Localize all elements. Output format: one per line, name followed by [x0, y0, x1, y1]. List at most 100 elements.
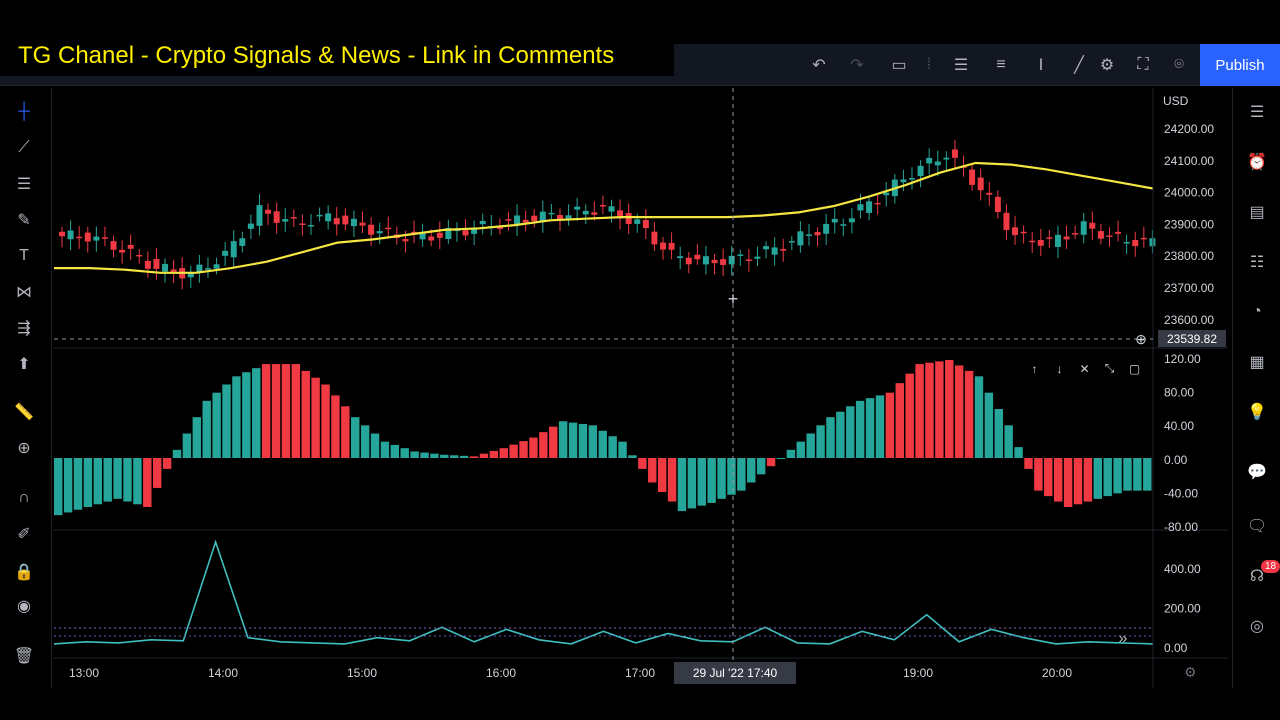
candle	[273, 202, 280, 234]
oscillator-bar	[905, 373, 914, 458]
candle	[333, 207, 340, 236]
magnet-icon[interactable]: ∩	[18, 489, 30, 506]
oscillator-bar	[994, 409, 1003, 458]
arrow-up-icon[interactable]: ⬆	[17, 356, 31, 373]
pattern-icon[interactable]: ⋈	[16, 284, 32, 301]
oscillator-bar	[321, 384, 330, 458]
oscillator-bar	[677, 458, 687, 512]
line-tool-icon[interactable]: ╱	[1074, 57, 1084, 74]
candle	[505, 211, 512, 231]
camera-icon[interactable]: ⌾	[1174, 56, 1184, 73]
undo-icon[interactable]: ↶	[812, 57, 826, 74]
close-pane-icon[interactable]: ✕	[1079, 361, 1090, 376]
oscillator-bar	[558, 421, 568, 458]
oscillator-bar	[737, 458, 746, 491]
candle	[582, 204, 589, 225]
candle	[900, 169, 907, 192]
ruler-icon[interactable]: 📏	[14, 404, 34, 421]
oscillator-bar	[509, 444, 518, 458]
forecast-icon[interactable]: ⇶	[17, 320, 31, 337]
candle	[1149, 230, 1156, 254]
oscillator-bar	[628, 455, 637, 458]
oscillator-bar	[450, 455, 459, 458]
oscillator-bar	[311, 377, 320, 458]
watchlist-icon[interactable]: ☰	[1249, 104, 1265, 121]
oscillator-bar	[420, 452, 429, 458]
candle	[170, 259, 177, 283]
candle	[1063, 225, 1070, 249]
oscillator-bar	[479, 453, 489, 458]
candle	[376, 222, 383, 244]
pane-controls: ↑ ↓ ✕ ⤡ ▢	[1026, 360, 1143, 378]
text-tool-icon[interactable]: Ⅰ	[1038, 57, 1044, 74]
oscillator-bar	[341, 406, 350, 458]
candle	[728, 245, 735, 276]
oscillator-bar	[717, 458, 726, 499]
indicators-icon[interactable]: ☰	[953, 57, 969, 74]
candle	[711, 254, 718, 275]
rectangle-icon[interactable]: ▭	[891, 57, 907, 74]
fib-icon[interactable]: ☰	[16, 176, 32, 193]
candle	[1106, 227, 1113, 247]
trendline-icon[interactable]: ⟋	[18, 139, 30, 156]
zoom-icon[interactable]: ⊕	[17, 440, 31, 457]
oscillator-bar	[1024, 458, 1033, 469]
messages-icon[interactable]: 🗨	[1246, 518, 1268, 535]
layout-icon[interactable]: ⁞	[926, 56, 932, 73]
candle	[1123, 234, 1130, 255]
alarm-icon[interactable]: ⏰	[1247, 154, 1267, 171]
candle	[625, 203, 632, 235]
lock-icon[interactable]: 🔒	[14, 564, 34, 581]
streams-icon[interactable]: ☊	[1249, 568, 1265, 585]
eye-icon[interactable]: ◉	[17, 598, 31, 615]
banner-text: TG Chanel - Crypto Signals & News - Link…	[18, 42, 615, 69]
candle	[651, 222, 658, 251]
currency-selector[interactable]: USD	[1163, 94, 1189, 108]
hotlist-icon[interactable]: ◔	[1252, 303, 1262, 320]
oscillator-bar	[489, 450, 499, 458]
candle	[514, 204, 521, 237]
redo-icon[interactable]: ↷	[850, 57, 864, 74]
publish-button[interactable]: Publish	[1200, 44, 1280, 86]
oscillator-bar	[192, 417, 202, 458]
move-pane-down-icon[interactable]: ↓	[1056, 361, 1063, 376]
ideas-icon[interactable]: 💡	[1247, 404, 1267, 421]
time-axis-label: 17:00	[625, 666, 655, 680]
volume-pane	[53, 539, 1154, 645]
move-pane-up-icon[interactable]: ↑	[1031, 361, 1038, 376]
oscillator-axis-label: -40.00	[1164, 486, 1198, 500]
oscillator-bar	[133, 458, 142, 505]
calendar-icon[interactable]: ☷	[1249, 254, 1265, 271]
trash-icon[interactable]: 🗑	[13, 648, 35, 665]
oscillator-bar	[103, 458, 112, 502]
candle	[565, 204, 572, 226]
lock-drawing-icon[interactable]: ✐	[17, 526, 31, 543]
candle	[677, 246, 684, 270]
oscillator-bar	[351, 417, 360, 458]
candle	[59, 227, 65, 248]
news-icon[interactable]: ▤	[1249, 204, 1265, 221]
candle	[977, 168, 984, 201]
settings-icon[interactable]: ⚙	[1099, 57, 1115, 74]
broadcast-icon[interactable]: ◎	[1250, 618, 1264, 635]
maximize-pane-icon[interactable]: ▢	[1128, 361, 1141, 376]
scroll-to-realtime-icon[interactable]: »	[1118, 630, 1128, 647]
candle	[797, 221, 804, 253]
collapse-pane-icon[interactable]: ⤡	[1104, 361, 1115, 375]
oscillator-bar	[301, 370, 310, 458]
text-icon[interactable]: T	[19, 247, 29, 264]
candle	[247, 214, 254, 239]
crosshair-icon[interactable]: ┼	[18, 103, 30, 120]
brush-icon[interactable]: ✎	[17, 212, 31, 229]
oscillator-bar	[549, 426, 558, 458]
fullscreen-icon[interactable]: ⛶	[1137, 56, 1149, 73]
oscillator-bar	[232, 376, 241, 458]
chat-icon[interactable]: 💬	[1247, 464, 1267, 481]
oscillator-bar	[776, 458, 786, 459]
chart-settings-icon[interactable]: ⚙	[1184, 664, 1197, 680]
calculator-icon[interactable]: ▦	[1249, 354, 1265, 371]
add-alert-icon[interactable]: ⊕	[1135, 330, 1147, 347]
moving-average-line	[54, 161, 1154, 274]
templates-icon[interactable]: ≡	[996, 56, 1006, 73]
